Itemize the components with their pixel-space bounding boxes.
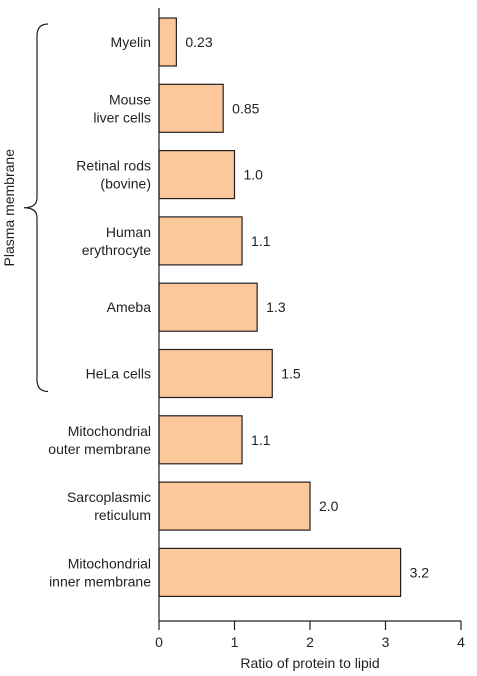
category-label: HeLa cells [86, 366, 151, 382]
plasma-membrane-bracket [23, 23, 49, 393]
plasma-membrane-label: Plasma membrane [1, 149, 17, 267]
category-label: Sarcoplasmic reticulum [67, 489, 151, 523]
x-tick-label: 0 [155, 634, 163, 650]
value-label: 0.23 [185, 34, 212, 50]
bars-group [158, 17, 402, 598]
x-ticks: 0 1 2 3 4 [155, 621, 465, 650]
bar [158, 547, 402, 598]
category-label: Mouse liver cells [93, 91, 151, 125]
value-label: 3.2 [410, 564, 430, 580]
value-label: 0.85 [232, 100, 259, 116]
category-label: Retinal rods (bovine) [76, 158, 151, 192]
bar [158, 481, 311, 531]
x-tick-label: 1 [231, 634, 239, 650]
x-tick-label: 2 [306, 634, 314, 650]
bar [158, 216, 243, 266]
bar [158, 17, 177, 67]
category-label: Myelin [111, 34, 151, 50]
category-label: Ameba [107, 299, 152, 315]
value-label: 1.3 [266, 299, 286, 315]
category-label: Mitochondrial outer membrane [48, 423, 151, 457]
value-label: 1.5 [281, 366, 301, 382]
value-labels: 0.23 0.85 1.0 1.1 1.3 1.5 1.1 2.0 3.2 [185, 34, 429, 580]
value-label: 1.1 [251, 432, 271, 448]
category-label: Human erythrocyte [82, 224, 151, 258]
category-labels: Myelin Mouse liver cells Retinal rods (bovin… [48, 34, 151, 589]
x-tick-label: 3 [382, 634, 390, 650]
bar [158, 282, 258, 332]
value-label: 1.0 [244, 167, 264, 183]
value-label: 1.1 [251, 233, 271, 249]
category-label: Mitochondrial inner membrane [49, 555, 151, 589]
bar [158, 83, 224, 133]
value-label: 2.0 [319, 498, 339, 514]
bar [158, 348, 273, 399]
x-tick-label: 4 [457, 634, 465, 650]
bar [158, 150, 236, 200]
bar [158, 415, 243, 465]
x-axis-title: Ratio of protein to lipid [240, 655, 379, 671]
